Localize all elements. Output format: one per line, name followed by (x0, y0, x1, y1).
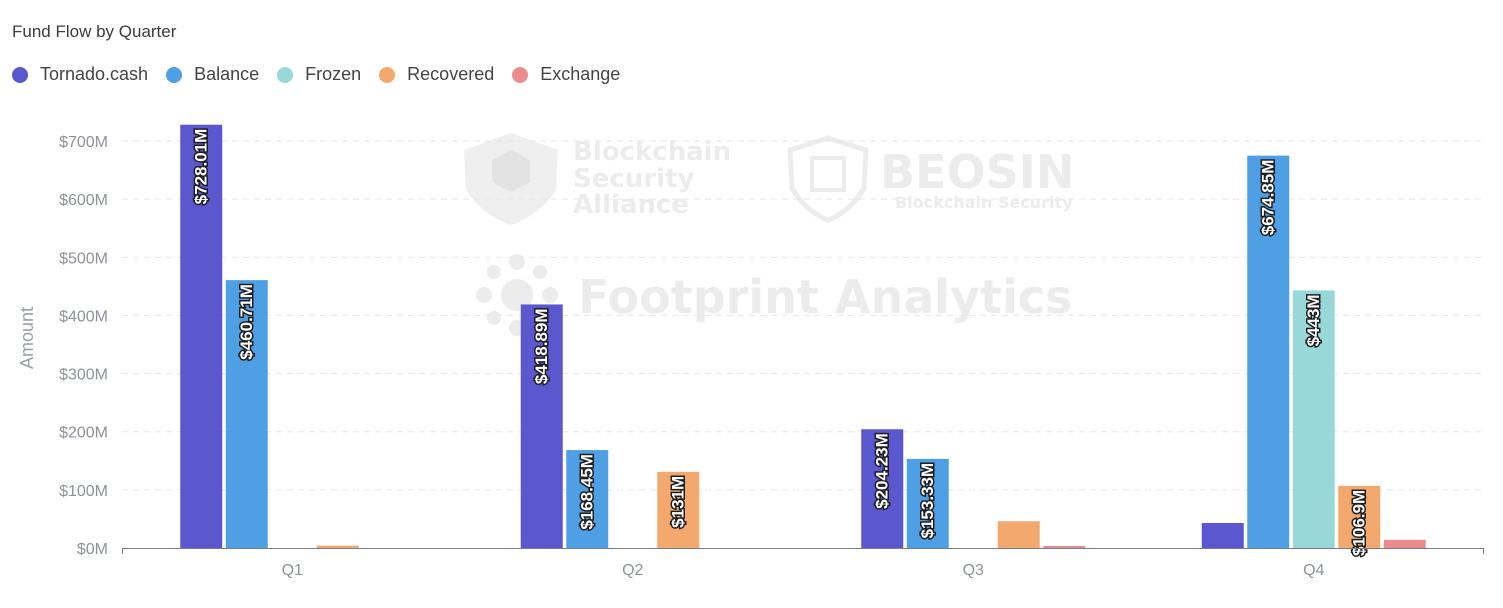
legend-marker-tornado-cash (12, 66, 28, 83)
legend: Tornado.cash Balance Frozen Recovered Ex… (12, 64, 638, 85)
data-label: $443M (1304, 294, 1323, 346)
data-label: $168.45M (578, 454, 597, 530)
y-tick-label: $300M (59, 367, 108, 384)
legend-marker-exchange (512, 66, 529, 83)
y-tick-label: $0M (77, 541, 108, 558)
y-tick-label: $400M (59, 308, 108, 325)
watermark-footprint: Footprint Analytics (578, 270, 1072, 324)
beosin-logo-icon (787, 135, 869, 223)
watermark-alliance-line1: Blockchain (573, 137, 731, 167)
y-tick-label: $200M (59, 425, 108, 442)
bar-recovered-q4[interactable] (1338, 485, 1381, 548)
bar-tornado-cash-q3[interactable] (861, 429, 904, 548)
bar-recovered-q3[interactable] (997, 521, 1040, 548)
bar-balance-q1[interactable] (225, 280, 268, 548)
legend-item-recovered[interactable]: Recovered (379, 64, 494, 85)
x-tick-label: Q1 (282, 562, 303, 579)
watermark-beosin-sub: Blockchain Security (895, 193, 1073, 212)
legend-label: Balance (194, 64, 260, 84)
beosin-logo-grid-icon (810, 156, 846, 192)
bar-recovered-q1[interactable] (316, 545, 359, 548)
data-label: $204.23M (873, 433, 892, 509)
bar-exchange-q3[interactable] (1043, 546, 1086, 548)
bar-tornado-cash-q1[interactable] (180, 124, 223, 549)
y-tick-label: $100M (59, 483, 108, 500)
legend-label: Recovered (407, 64, 495, 84)
axis-layer: $0M $100M $200M $300M $400M $500M $600M $700M Q1… (59, 134, 1484, 579)
bars-layer (180, 124, 1426, 549)
legend-marker-recovered (379, 66, 396, 83)
data-label: $153.33M (918, 463, 937, 539)
x-tick-label: Q2 (622, 562, 643, 579)
bar-exchange-q4[interactable] (1383, 539, 1426, 548)
bar-balance-q3[interactable] (906, 458, 949, 548)
bar-recovered-q2[interactable] (657, 471, 700, 548)
bar-balance-q4[interactable] (1247, 155, 1290, 548)
legend-item-frozen[interactable]: Frozen (277, 64, 361, 85)
data-label: $674.85M (1259, 160, 1278, 236)
y-tick-label: $700M (59, 134, 108, 151)
chart-title: Fund Flow by Quarter (12, 22, 177, 41)
bar-tornado-cash-q4[interactable] (1201, 522, 1244, 548)
data-labels-layer: $728.01M $418.89M $204.23M $460.71M $168.45M… (190, 127, 1370, 557)
legend-item-exchange[interactable]: Exchange (512, 64, 620, 85)
legend-marker-frozen (277, 66, 294, 83)
cube-icon (492, 150, 530, 192)
data-label: $418.89M (532, 308, 551, 384)
data-label: $106.9M (1350, 490, 1369, 556)
legend-label: Exchange (540, 64, 621, 84)
x-tick-label: Q3 (963, 562, 984, 579)
watermark-layer: Blockchain Security Alliance BEOSIN Bloc… (464, 133, 1074, 336)
data-label: $728.01M (192, 129, 211, 205)
x-tick-label: Q4 (1303, 562, 1324, 579)
data-label: $460.71M (237, 284, 256, 360)
legend-label: Frozen (305, 64, 362, 84)
watermark-alliance-line2: Security (573, 164, 694, 194)
legend-item-balance[interactable]: Balance (166, 64, 259, 85)
data-label: $131M (669, 476, 688, 528)
bar-balance-q2[interactable] (566, 450, 609, 548)
bar-frozen-q4[interactable] (1292, 290, 1335, 548)
watermark-beosin: BEOSIN (880, 145, 1074, 199)
y-tick-label: $600M (59, 192, 108, 209)
legend-marker-balance (166, 66, 183, 83)
footprint-logo-icon (476, 254, 558, 336)
watermark-alliance-line3: Alliance (573, 190, 689, 220)
y-tick-label: $500M (59, 250, 108, 267)
y-axis-label: Amount (17, 307, 37, 369)
bar-tornado-cash-q2[interactable] (520, 304, 563, 548)
legend-label: Tornado.cash (40, 64, 149, 84)
legend-item-tornado-cash[interactable]: Tornado.cash (12, 64, 148, 85)
